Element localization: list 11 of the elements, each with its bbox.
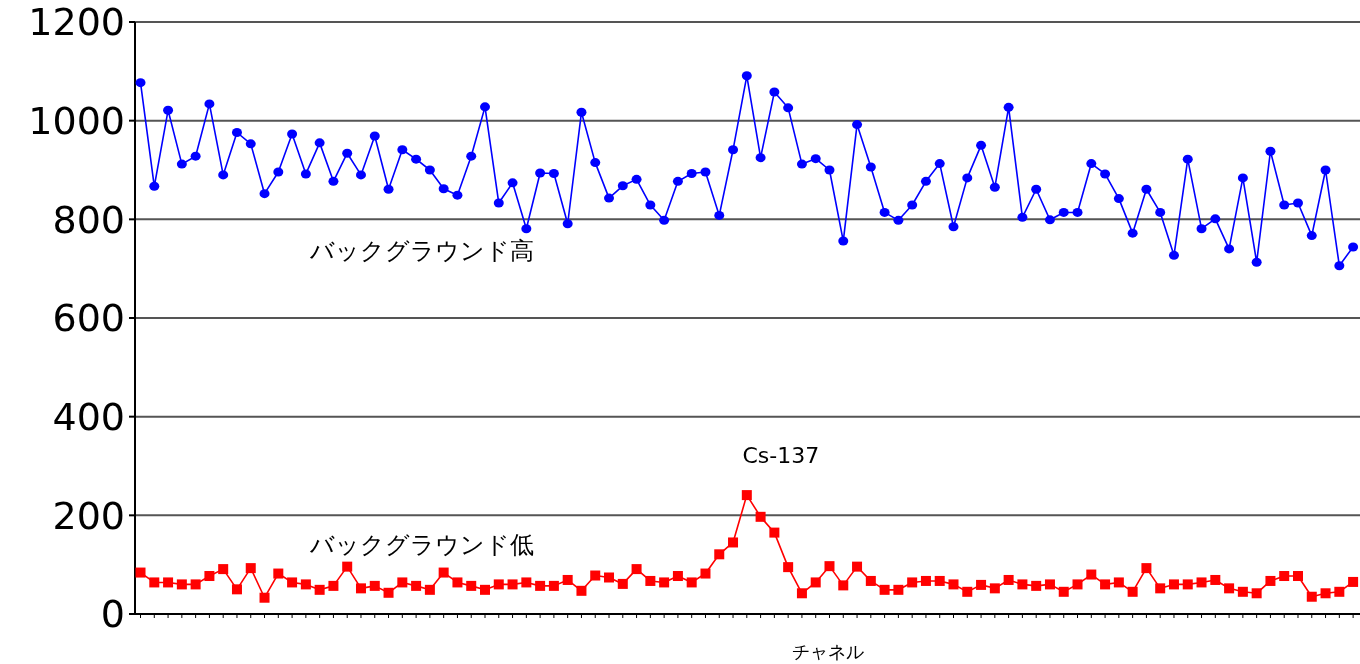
- series-label: バックグラウンド低: [309, 530, 534, 559]
- series-label: バックグラウンド高: [309, 236, 534, 265]
- y-tick-label: 400: [52, 394, 125, 439]
- y-tick-label: 600: [52, 296, 125, 341]
- y-tick-label: 1000: [28, 98, 125, 143]
- x-axis-title: チャネル: [791, 641, 864, 662]
- y-tick-label: 1200: [28, 0, 125, 45]
- annotation: Cs-137: [742, 443, 820, 469]
- y-tick-label: 200: [52, 493, 125, 538]
- y-tick-label: 800: [52, 197, 125, 242]
- y-tick-label: 0: [100, 592, 125, 637]
